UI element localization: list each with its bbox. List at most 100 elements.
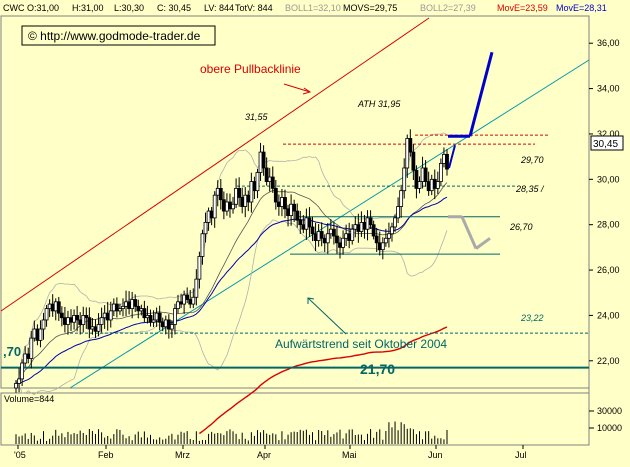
candle-body: [118, 308, 122, 312]
candles: [14, 129, 449, 393]
candle-body: [280, 197, 284, 207]
watermark: © http://www.godmode-trader.de: [21, 25, 216, 46]
candle-body: [292, 203, 297, 212]
left-2170-label: ,70: [3, 344, 21, 359]
candle-body: [276, 201, 281, 207]
candle-body: [32, 328, 37, 339]
candle-body: [173, 308, 177, 325]
candle-body: [218, 187, 223, 201]
pullback-arrowhead: [302, 87, 312, 95]
candle-body: [261, 151, 266, 169]
x-tick-label: Mrz: [175, 450, 190, 460]
hdr-totv: TotV: 844: [235, 3, 273, 13]
candle-body: [66, 317, 70, 325]
candle-body: [26, 353, 31, 359]
candle-body: [353, 224, 358, 230]
candle-body: [426, 181, 431, 192]
candle-body: [20, 362, 25, 380]
y-tick-label: 26,00: [597, 265, 620, 275]
x-tick-label: Feb: [98, 450, 114, 460]
volume-bars: [15, 421, 448, 444]
level-2322-label: 23,22: [520, 313, 544, 323]
candle-body: [215, 187, 220, 196]
candle-body: [371, 224, 376, 237]
candle-body: [435, 181, 440, 189]
candle-body: [133, 299, 138, 307]
candle-body: [44, 308, 49, 321]
hdr-high: H:31,00: [72, 3, 104, 13]
candle-body: [145, 315, 150, 319]
hdr-move1: MovE=23,59: [497, 3, 548, 13]
candle-body: [197, 256, 202, 280]
candle-body: [35, 328, 40, 341]
candle-body: [221, 199, 226, 212]
pullback-label: obere Pullbacklinie: [200, 62, 301, 76]
candle-body: [332, 228, 336, 237]
y-tick-label: 36,00: [597, 38, 620, 48]
candle-body: [231, 203, 235, 210]
forecast-up-segment: [468, 51, 494, 137]
candle-body: [255, 172, 260, 192]
candle-body: [298, 219, 303, 226]
pullback-line: [0, 17, 430, 312]
last-price-text: 30,45: [593, 139, 618, 150]
candle-body: [124, 301, 128, 307]
x-tick-label: Jun: [428, 450, 443, 460]
candle-body: [38, 328, 43, 341]
forecast-up-stub: [448, 145, 456, 169]
candle-body: [148, 315, 153, 323]
candle-body: [206, 210, 211, 223]
candle-body: [108, 310, 113, 321]
candle-body: [194, 278, 199, 298]
candle-body: [252, 181, 257, 192]
candle-body: [356, 224, 361, 232]
pullback-arrow: [283, 83, 311, 93]
volume-tick-10000: 10000: [597, 423, 622, 433]
candle-body: [23, 353, 28, 364]
y-tick-label: 30,00: [597, 174, 620, 184]
hdr-symbol: CWC: [3, 3, 25, 13]
level-2170-label: 21,70: [360, 361, 395, 377]
candle-body: [414, 169, 419, 189]
candle-body: [17, 378, 21, 384]
candle-body: [383, 237, 388, 244]
x-axis-labels: '05 Feb Mrz Apr Mai Jun Jul: [14, 445, 527, 460]
candle-body: [169, 324, 174, 330]
candle-body: [72, 315, 76, 323]
candle-body: [166, 319, 171, 330]
candle-body: [142, 308, 147, 319]
candle-body: [139, 308, 144, 312]
candle-body: [328, 228, 333, 235]
forecast-down-segment: [460, 216, 478, 250]
candle-body: [96, 324, 101, 332]
candle-body: [390, 226, 394, 235]
candle-body: [322, 237, 327, 244]
candle-body: [136, 305, 141, 312]
candle-body: [377, 242, 382, 251]
sma-line: [15, 182, 448, 384]
candle-body: [246, 194, 251, 203]
candle-body: [325, 233, 330, 244]
volume-label: Volume=844: [4, 394, 54, 404]
candle-body: [393, 217, 397, 228]
y-tick-label: 32,00: [597, 129, 620, 139]
candle-body: [105, 312, 110, 321]
candle-body: [310, 226, 315, 235]
candle-body: [365, 217, 370, 230]
candle-body: [114, 303, 119, 312]
candle-body: [50, 303, 55, 312]
candle-body: [341, 237, 345, 248]
candle-body: [380, 242, 385, 251]
trend-arrowhead: [307, 297, 315, 304]
candle-body: [289, 203, 294, 217]
candle-body: [209, 210, 214, 219]
candle-body: [387, 233, 391, 239]
candle-body: [307, 217, 312, 228]
candle-body: [203, 222, 208, 235]
candle-body: [163, 319, 168, 328]
candle-body: [90, 326, 95, 330]
candle-body: [191, 296, 196, 305]
x-tick-label: Mai: [342, 450, 357, 460]
candle-body: [249, 181, 254, 203]
candle-body: [408, 138, 413, 153]
